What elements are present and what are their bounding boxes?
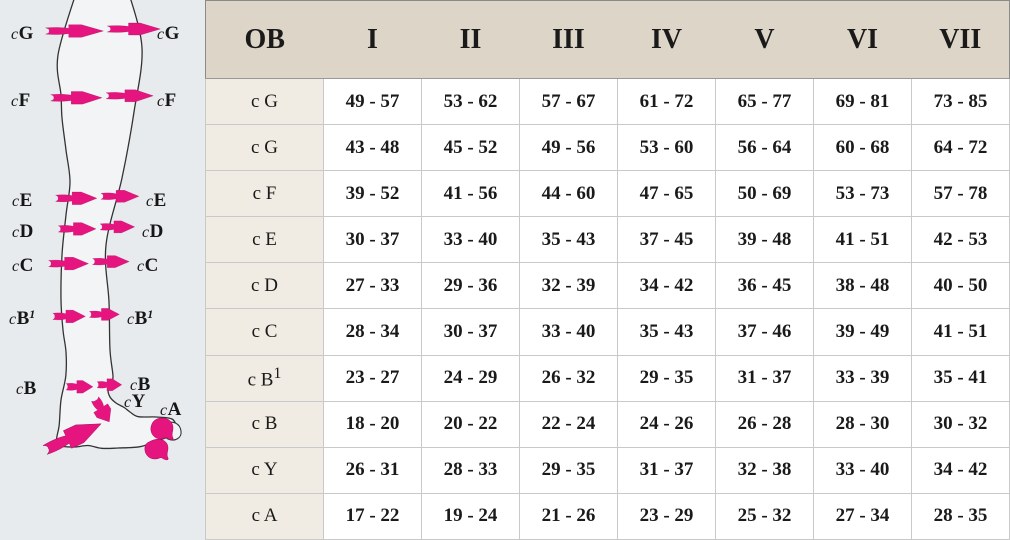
svg-text:cB: cB	[16, 378, 37, 399]
svg-text:cG: cG	[157, 23, 180, 44]
svg-text:cB1: cB1	[9, 307, 35, 329]
svg-text:cC: cC	[12, 255, 33, 276]
svg-text:cD: cD	[12, 221, 33, 242]
svg-text:cF: cF	[157, 90, 176, 111]
svg-text:cF: cF	[11, 90, 30, 111]
svg-text:cE: cE	[146, 190, 166, 211]
svg-text:cG: cG	[11, 23, 34, 44]
svg-text:cA: cA	[160, 399, 182, 420]
svg-text:cY: cY	[124, 391, 146, 412]
svg-text:cC: cC	[137, 255, 158, 276]
svg-text:cE: cE	[12, 190, 32, 211]
svg-text:cD: cD	[142, 221, 163, 242]
svg-text:cB1: cB1	[127, 307, 153, 329]
